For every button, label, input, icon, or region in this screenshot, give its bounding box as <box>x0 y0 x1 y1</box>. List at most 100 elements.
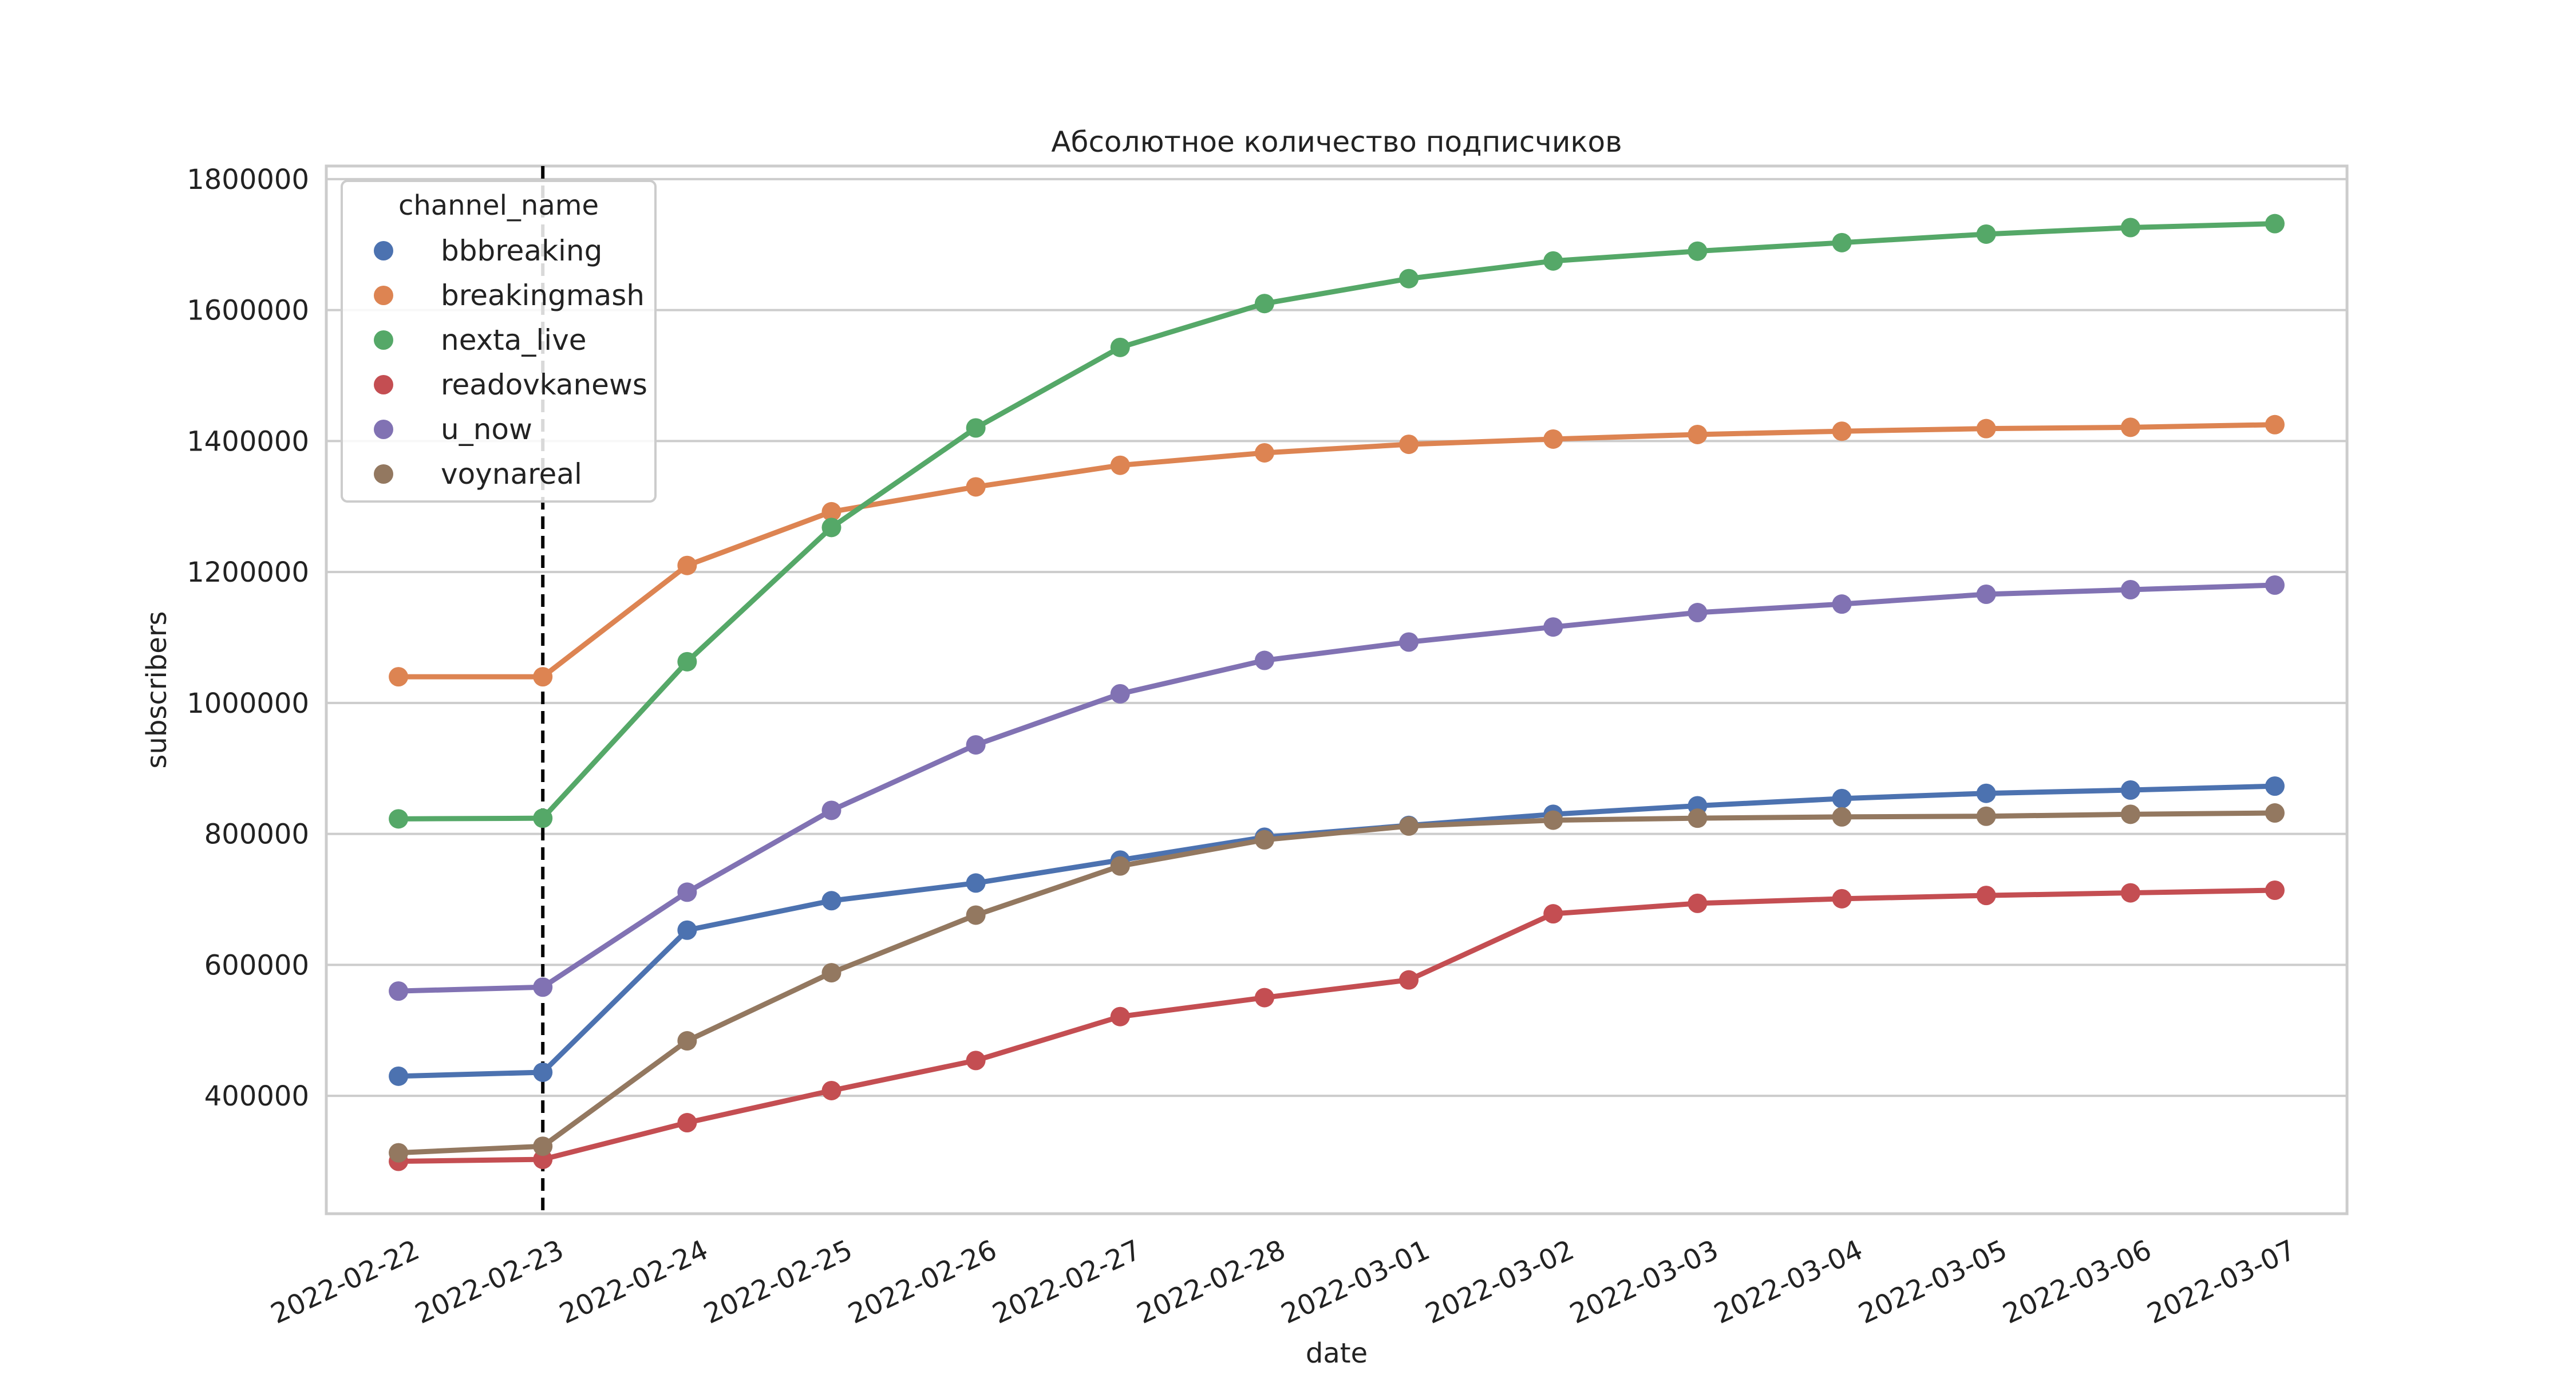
data-point <box>1832 788 1852 808</box>
data-point <box>821 518 841 538</box>
x-tick-label: 2022-03-06 <box>1998 1234 2156 1330</box>
legend-marker <box>374 375 393 394</box>
legend-box <box>341 180 657 503</box>
series-line <box>396 887 2278 1164</box>
series-readovkanews <box>389 880 2285 1171</box>
series-line <box>396 422 2278 680</box>
x-tick-label: 2022-03-02 <box>1421 1234 1579 1330</box>
data-point <box>1254 830 1274 850</box>
series-lines <box>389 214 2285 1171</box>
data-point <box>677 555 697 575</box>
x-tick-label: 2022-02-27 <box>987 1234 1145 1330</box>
data-point <box>1110 337 1130 357</box>
data-point <box>966 477 986 497</box>
x-tick-label: 2022-03-03 <box>1565 1234 1723 1330</box>
data-point <box>1976 418 1996 439</box>
data-point <box>1543 617 1563 637</box>
data-point <box>1543 810 1563 830</box>
y-tick-label: 1600000 <box>187 295 309 327</box>
data-point <box>1688 603 1708 623</box>
data-point <box>1688 808 1708 828</box>
x-tick-label: 2022-02-24 <box>555 1234 713 1330</box>
series-line <box>396 810 2278 1156</box>
plot-area <box>325 164 2349 1215</box>
data-point <box>2265 776 2285 796</box>
data-point <box>389 1143 409 1163</box>
data-point <box>821 800 841 820</box>
data-point <box>1832 232 1852 252</box>
data-point <box>1110 684 1130 704</box>
y-tick-label: 400000 <box>204 1080 309 1112</box>
legend-title: channel_name <box>398 189 599 222</box>
data-point <box>821 1080 841 1100</box>
data-point <box>389 1066 409 1086</box>
data-point <box>966 418 986 438</box>
data-point <box>389 981 409 1001</box>
legend-label: voynareal <box>441 457 582 491</box>
data-point <box>1976 224 1996 244</box>
data-point <box>2265 575 2285 595</box>
x-tick-label: 2022-02-22 <box>266 1234 424 1330</box>
legend-marker <box>374 241 393 260</box>
x-axis-label: date <box>1306 1337 1368 1369</box>
y-tick-label: 800000 <box>204 819 309 851</box>
data-point <box>1110 856 1130 876</box>
data-point <box>966 1051 986 1071</box>
data-point <box>533 667 553 687</box>
legend-marker <box>374 286 393 305</box>
legend: channel_name bbbreaking breakingmash nexta… <box>341 180 657 503</box>
data-point <box>1543 904 1563 924</box>
data-point <box>677 1113 697 1133</box>
data-point <box>1688 424 1708 444</box>
data-point <box>533 1062 553 1082</box>
data-point <box>1976 585 1996 605</box>
data-point <box>1399 632 1419 652</box>
y-axis-ticks: 400000 600000 800000 1000000 1200000 1400000 1… <box>187 164 309 1112</box>
data-point <box>1399 435 1419 455</box>
x-tick-label: 2022-03-01 <box>1277 1234 1435 1330</box>
series-u_now <box>389 575 2285 1001</box>
legend-label: bbbreaking <box>441 234 602 267</box>
data-point <box>2265 214 2285 234</box>
x-tick-label: 2022-03-05 <box>1854 1234 2012 1330</box>
legend-label: nexta_live <box>441 323 587 357</box>
series-line <box>396 221 2278 822</box>
data-point <box>2120 218 2140 238</box>
series-voynareal <box>389 803 2285 1163</box>
data-point <box>533 808 553 828</box>
data-point <box>2120 883 2140 903</box>
data-point <box>1976 783 1996 803</box>
data-point <box>1976 806 1996 826</box>
data-point <box>677 652 697 672</box>
x-tick-label: 2022-03-07 <box>2143 1234 2301 1330</box>
data-point <box>677 882 697 902</box>
data-point <box>533 1136 553 1156</box>
data-point <box>1976 886 1996 906</box>
data-point <box>2265 803 2285 823</box>
data-point <box>389 809 409 829</box>
data-point <box>677 920 697 940</box>
data-point <box>1254 988 1274 1008</box>
data-point <box>2120 780 2140 800</box>
data-point <box>1832 889 1852 909</box>
y-tick-label: 1000000 <box>187 688 309 720</box>
data-point <box>1543 251 1563 271</box>
x-axis-ticks: 2022-02-222022-02-232022-02-242022-02-25… <box>266 1234 2301 1330</box>
legend-marker <box>374 420 393 439</box>
legend-marker <box>374 464 393 484</box>
data-point <box>966 873 986 893</box>
data-point <box>2265 880 2285 900</box>
chart-title: Абсолютное количество подписчиков <box>1051 125 1622 159</box>
data-point <box>2120 417 2140 437</box>
legend-label: u_now <box>441 413 532 446</box>
data-point <box>1399 816 1419 836</box>
y-axis-label: subscribers <box>141 611 173 768</box>
data-point <box>1254 650 1274 670</box>
data-point <box>2265 414 2285 435</box>
legend-marker <box>374 330 393 350</box>
y-tick-label: 1800000 <box>187 164 309 196</box>
y-tick-label: 1400000 <box>187 425 309 457</box>
y-tick-label: 1200000 <box>187 556 309 589</box>
data-point <box>1832 807 1852 827</box>
series-nexta_live <box>389 214 2285 829</box>
